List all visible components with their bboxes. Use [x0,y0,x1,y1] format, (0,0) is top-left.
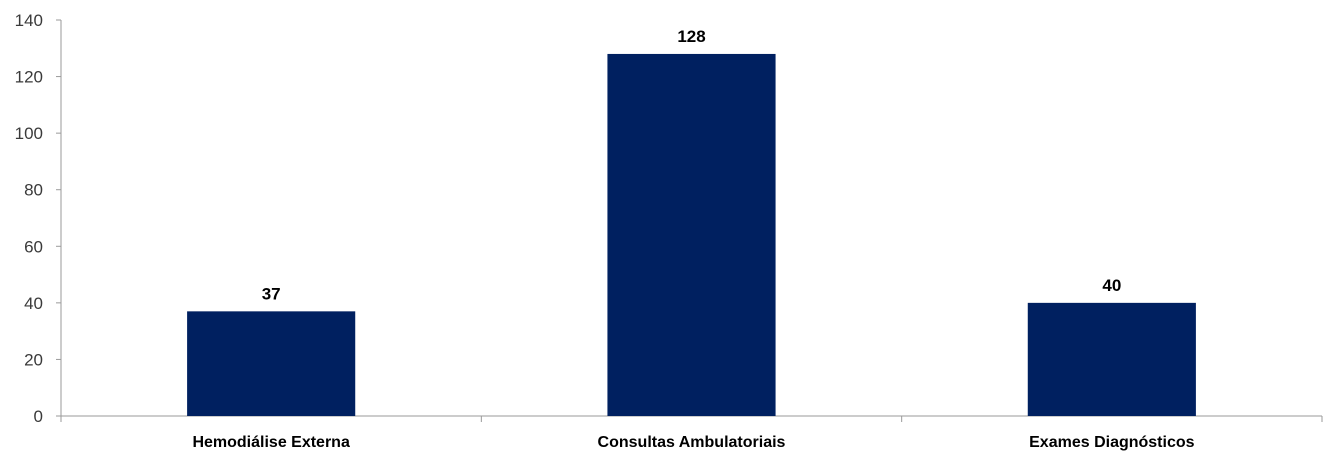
data-label: 37 [262,284,281,303]
y-tick-label: 0 [34,407,43,426]
bar [187,311,356,416]
data-label: 128 [677,27,705,46]
x-category-label: Exames Diagnósticos [1029,434,1195,451]
y-tick-label: 20 [24,350,43,369]
category-labels: Hemodiálise Externa Consultas Ambulatoria… [192,434,1194,451]
data-labels: 37 128 40 [262,27,1122,303]
bar [1027,302,1196,416]
x-axis [60,415,1323,422]
y-tick-label: 140 [15,11,43,30]
bar [607,53,776,416]
bars [187,53,1196,416]
y-tick-label: 80 [24,181,43,200]
y-tick-label: 60 [24,237,43,256]
y-axis: 0 20 40 60 80 100 120 140 [15,11,62,426]
y-tick-label: 120 [15,68,43,87]
x-category-label: Consultas Ambulatoriais [598,434,786,451]
y-tick-label: 100 [15,124,43,143]
y-tick-label: 40 [24,294,43,313]
x-category-label: Hemodiálise Externa [192,434,350,451]
data-label: 40 [1102,276,1121,295]
